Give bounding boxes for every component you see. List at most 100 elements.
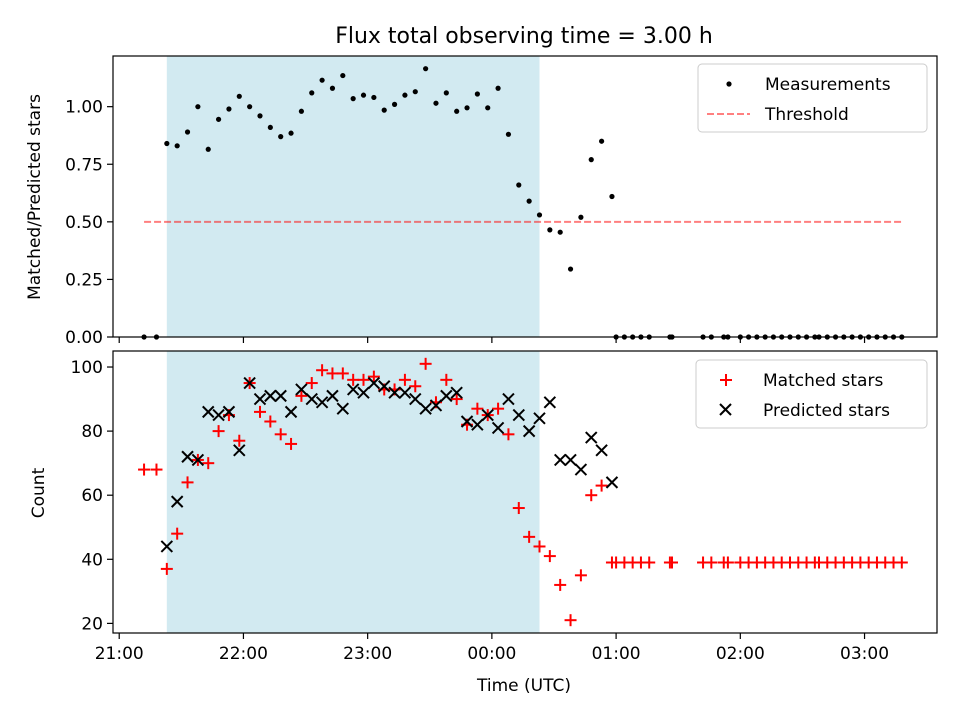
measurement-point <box>391 101 398 107</box>
matched-star-point <box>181 476 194 489</box>
top-observing-span <box>166 56 540 337</box>
predicted-star-point <box>419 402 432 415</box>
legend-threshold-label: Threshold <box>764 105 849 125</box>
x-tick-label: 03:00 <box>840 644 889 664</box>
matched-star-point <box>533 540 546 553</box>
y-tick-label: 0.25 <box>65 270 103 290</box>
predicted-star-point <box>367 376 381 390</box>
matched-star-point <box>554 578 567 591</box>
bottom-axes-frame <box>112 350 938 634</box>
predicted-star-point <box>170 495 184 508</box>
predicted-star-point <box>429 399 443 412</box>
y-tick-label: 40 <box>81 550 103 570</box>
predicted-star-point <box>574 463 588 476</box>
matched-star-point <box>595 479 608 492</box>
predicted-star-point <box>553 453 567 467</box>
measurement-point <box>371 94 377 101</box>
y-tick-label: 0.00 <box>65 328 103 348</box>
matched-star-point <box>643 556 656 569</box>
predicted-star-point <box>512 408 525 422</box>
measurement-point <box>329 85 336 91</box>
matched-star-point <box>171 527 184 540</box>
x-tick-label: 22:00 <box>219 644 268 664</box>
measurement-point <box>536 212 543 218</box>
measurement-points <box>141 66 905 340</box>
measurement-point <box>433 100 439 106</box>
top-x-ticks <box>118 337 866 343</box>
matched-star-point <box>233 434 246 447</box>
measurement-point <box>267 124 273 131</box>
measurement-point <box>557 229 563 235</box>
predicted-star-point <box>491 421 505 435</box>
y-tick-label: 0.50 <box>65 213 103 233</box>
predicted-star-point <box>522 424 536 438</box>
predicted-star-point <box>450 386 463 399</box>
matched-star-point <box>409 380 422 393</box>
measurement-point <box>215 116 222 122</box>
predicted-star-point <box>243 376 256 390</box>
predicted-star-point <box>212 408 225 422</box>
measurement-point <box>526 198 532 204</box>
measurement-point <box>588 157 594 163</box>
x-axis-label: Time (UTC) <box>476 676 571 696</box>
measurement-point <box>205 146 211 152</box>
bottom-y-ticks: 20 40 60 80 100 <box>71 358 113 634</box>
matched-star-point <box>326 367 339 380</box>
measurement-point <box>226 106 232 112</box>
x-tick-label: 02:00 <box>716 644 765 664</box>
matched-star-point <box>253 405 266 418</box>
measurement-point <box>578 214 584 220</box>
x-tick-label: 00:00 <box>467 644 516 664</box>
predicted-star-point <box>378 380 391 393</box>
bottom-legend-box <box>695 359 928 429</box>
matched-star-point <box>295 389 308 402</box>
legend-matched-label: Matched stars <box>763 371 883 391</box>
x-tick-label: 23:00 <box>343 644 392 664</box>
top-y-ticks: 0.00 0.25 0.50 0.75 1.00 <box>65 98 113 348</box>
bottom-x-ticks: 21:00 22:00 23:00 00:00 01:00 02:00 03:00 <box>95 633 889 664</box>
top-legend-box <box>697 63 928 133</box>
measurement-point <box>454 108 460 114</box>
predicted-star-point <box>222 405 236 419</box>
legend-predicted-marker <box>719 403 732 416</box>
matched-star-point <box>316 364 329 377</box>
predicted-star-point <box>274 389 287 403</box>
matched-star-point <box>160 562 173 575</box>
measurement-point <box>443 90 449 96</box>
matched-star-point <box>212 425 225 438</box>
predicted-star-point <box>357 386 370 399</box>
observing-span-rect <box>166 56 540 337</box>
predicted-star-point <box>409 392 422 406</box>
matched-star-point <box>264 415 277 428</box>
matched-star-point <box>574 569 587 582</box>
matched-star-point <box>398 373 411 386</box>
matched-star-point <box>285 437 298 450</box>
matched-star-point <box>502 428 515 441</box>
matched-star-point <box>357 373 370 386</box>
predicted-star-point <box>181 450 194 463</box>
measurement-point <box>360 92 367 98</box>
matched-star-point <box>895 556 908 569</box>
observing-span-rect <box>166 351 540 633</box>
measurement-point <box>547 227 553 233</box>
matched-star-point <box>721 556 734 569</box>
measurement-point <box>516 182 522 188</box>
predicted-star-point <box>585 431 598 444</box>
top-legend: Measurements Threshold <box>697 63 928 133</box>
predicted-star-point <box>253 392 267 406</box>
x-tick-label: 21:00 <box>95 644 144 664</box>
measurement-point <box>195 104 201 110</box>
predicted-star-point <box>160 540 174 553</box>
matched-star-point <box>585 489 598 502</box>
y-tick-label: 80 <box>81 422 103 442</box>
legend-measurements-label: Measurements <box>765 75 891 95</box>
matched-star-point <box>705 556 718 569</box>
measurement-point <box>350 96 356 102</box>
matched-star-point <box>440 373 453 386</box>
predicted-star-point <box>481 408 494 422</box>
measurement-point <box>247 104 253 110</box>
legend-predicted-label: Predicted stars <box>763 401 890 421</box>
predicted-star-point <box>233 444 246 457</box>
matched-star-point <box>336 367 349 380</box>
